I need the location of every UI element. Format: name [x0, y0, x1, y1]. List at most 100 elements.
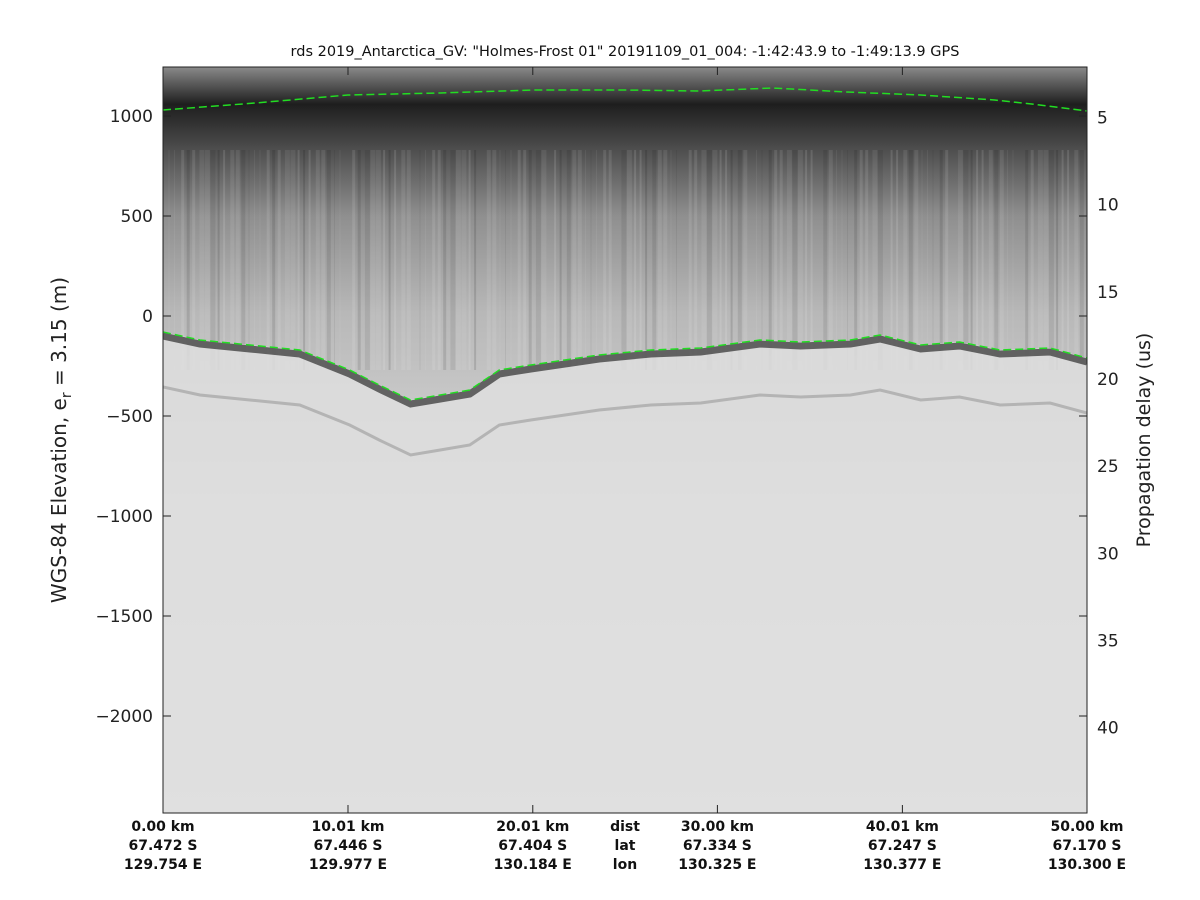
echogram-streak	[1025, 150, 1029, 370]
echogram-streak	[254, 150, 255, 370]
echogram-streak	[535, 150, 541, 370]
x-tick-lat: 67.446 S	[313, 838, 382, 854]
echogram-streak	[737, 150, 742, 370]
x-tick-dist: 10.01 km	[311, 819, 384, 835]
y-tick-label: 0	[142, 307, 153, 327]
echogram-streak	[932, 150, 934, 370]
echogram-streak	[241, 150, 246, 370]
echogram-streak	[443, 150, 447, 370]
echogram-streak	[921, 150, 923, 370]
echogram-streak	[541, 150, 547, 370]
y2-tick-label: 20	[1097, 370, 1119, 390]
echogram-streak	[639, 150, 642, 370]
echogram-streak	[455, 150, 461, 370]
echogram-streak	[596, 150, 597, 370]
echogram-streak	[425, 150, 426, 370]
echogram-streak	[963, 150, 969, 370]
echogram-streak	[303, 150, 306, 370]
plot-frame	[162, 66, 1088, 814]
echogram-streak	[877, 150, 883, 370]
echogram-streak	[375, 150, 381, 370]
echogram-streak	[676, 150, 677, 370]
echogram-streak	[1043, 150, 1049, 370]
echogram-streak	[865, 150, 869, 370]
y2-tick-label: 40	[1097, 719, 1119, 739]
echogram-streak	[847, 150, 848, 370]
echogram-streak	[230, 150, 235, 370]
echogram-streak	[461, 150, 467, 370]
echogram-streak	[810, 150, 813, 370]
echogram-streak	[645, 150, 648, 370]
echogram-streak	[854, 150, 858, 370]
echogram-streak	[1030, 150, 1034, 370]
x-tick-lat: 67.404 S	[498, 838, 567, 854]
echogram-streak	[828, 150, 833, 370]
echogram-streak	[1074, 150, 1079, 370]
echogram-streak	[1067, 150, 1070, 370]
y-tick-label: −1500	[95, 607, 153, 627]
echogram-streak	[981, 150, 984, 370]
echogram-streak	[474, 150, 477, 370]
echogram-streak	[621, 150, 627, 370]
echogram-streak	[939, 150, 943, 370]
bed-line	[163, 331, 1087, 401]
echogram-streak	[357, 150, 361, 370]
echogram-streak	[248, 150, 250, 370]
echogram-streaks	[163, 150, 1084, 370]
echogram-streak	[970, 150, 973, 370]
surface-line	[163, 87, 1087, 112]
echogram-streak	[872, 150, 878, 370]
echogram-streak	[657, 150, 662, 370]
x-tick-lon: 129.754 E	[124, 857, 202, 873]
echogram-streak	[768, 150, 772, 370]
x-tick-dist: 40.01 km	[866, 819, 939, 835]
echogram-streak	[401, 150, 406, 370]
y2-tick-label: 25	[1097, 457, 1119, 477]
x-tick-lon: 129.977 E	[309, 857, 387, 873]
echogram-streak	[688, 150, 692, 370]
y-tick-label: 1000	[110, 107, 153, 127]
echogram-streak	[186, 150, 190, 370]
echogram-streak	[626, 150, 632, 370]
row-label-lon: lon	[613, 857, 637, 873]
echogram-streak	[896, 150, 899, 370]
echogram-streak	[670, 150, 672, 370]
echogram-streak	[468, 150, 471, 370]
echogram-streak	[927, 150, 928, 370]
echogram-streak	[370, 150, 376, 370]
echogram-streak	[223, 150, 226, 370]
echogram-streak	[652, 150, 657, 370]
echogram-streak	[590, 150, 592, 370]
echogram-streak	[406, 150, 411, 370]
echogram-streak	[259, 150, 261, 370]
echogram-streak	[352, 150, 356, 370]
echogram-streak	[308, 150, 311, 370]
x-tick-dist: 20.01 km	[496, 819, 569, 835]
echogram-streak	[908, 150, 913, 370]
below-bed-region	[163, 332, 1087, 813]
x-tick-lon: 130.184 E	[494, 857, 572, 873]
echogram-streak	[756, 150, 757, 370]
echogram-streak	[192, 150, 196, 370]
echogram-streak	[797, 150, 803, 370]
echogram-streak	[321, 150, 326, 370]
y-axis-label: WGS-84 Elevation, er = 3.15 (m)	[47, 277, 75, 603]
echogram-streak	[517, 150, 521, 370]
echogram-streak	[608, 150, 612, 370]
y2-tick-label: 30	[1097, 544, 1119, 564]
echogram-streak	[823, 150, 828, 370]
echogram-streak	[743, 150, 748, 370]
echogram-streak	[277, 150, 281, 370]
echogram-streak	[859, 150, 863, 370]
x-tick-dist: 0.00 km	[131, 819, 194, 835]
echogram-streak	[945, 150, 949, 370]
y2-tick-label: 10	[1097, 196, 1119, 216]
x-tick-lat: 67.247 S	[868, 838, 937, 854]
echogram-streak	[290, 150, 296, 370]
y-tick-label: −500	[106, 407, 153, 427]
echogram-streak	[174, 150, 175, 370]
y-tick-label: −1000	[95, 507, 153, 527]
y-tick-label: −2000	[95, 707, 153, 727]
x-tick-lat: 67.472 S	[129, 838, 198, 854]
